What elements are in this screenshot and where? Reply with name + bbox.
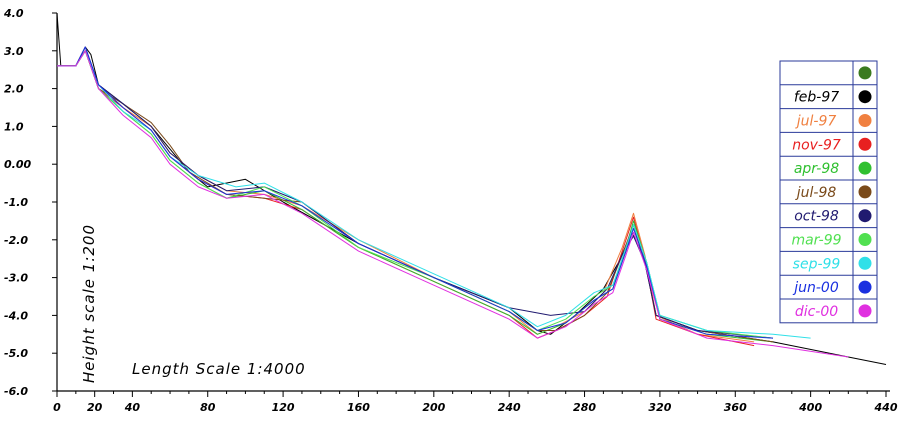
legend: feb-97 jul-97 nov-97 apr-98 jul-98 oct-98 mar-… bbox=[779, 60, 878, 324]
y-tick-label: -2.0 bbox=[4, 234, 28, 247]
y-tick-label: -1.0 bbox=[4, 196, 28, 209]
x-tick-label: 20 bbox=[87, 401, 103, 414]
y-tick-label: -6.0 bbox=[4, 385, 28, 398]
legend-label-jun-00: jun-00 bbox=[792, 280, 839, 296]
x-tick-label: 0 bbox=[53, 401, 61, 414]
x-tick-label: 160 bbox=[347, 401, 370, 414]
x-tick-label: 400 bbox=[798, 401, 822, 414]
series-line-oct-98 bbox=[57, 46, 774, 339]
legend-swatch-nov-97 bbox=[858, 137, 872, 151]
series-line-sep-99 bbox=[57, 50, 811, 339]
series-line-mar-99 bbox=[57, 50, 774, 339]
legend-label-feb-97: feb-97 bbox=[794, 90, 839, 106]
x-tick-label: 200 bbox=[422, 401, 445, 414]
legend-label-apr-98: apr-98 bbox=[794, 161, 839, 177]
legend-swatch-apr-98 bbox=[858, 161, 872, 175]
x-tick-label: 240 bbox=[498, 401, 521, 414]
y-tick-label: -4.0 bbox=[4, 309, 28, 322]
y-tick-label: 0.00 bbox=[4, 158, 31, 171]
x-tick-label: 80 bbox=[200, 401, 216, 414]
y-tick-label: 4.0 bbox=[3, 7, 24, 20]
legend-label-oct-98: oct-98 bbox=[794, 209, 839, 225]
x-axis-label: Length Scale 1:4000 bbox=[132, 360, 306, 378]
x-tick-label: 440 bbox=[874, 401, 898, 414]
legend-label-nov-97: nov-97 bbox=[792, 137, 841, 153]
legend-label-jul-98: jul-98 bbox=[795, 185, 837, 201]
y-tick-label: 2.0 bbox=[4, 83, 24, 96]
y-tick-label: 3.0 bbox=[4, 45, 24, 58]
series-line-dic-00 bbox=[57, 50, 849, 358]
legend-swatch-oct-98 bbox=[858, 209, 872, 223]
series-lines bbox=[56, 12, 887, 365]
series-line-apr-98 bbox=[57, 50, 774, 343]
legend-swatch-jul-97 bbox=[858, 114, 872, 127]
legend-swatch-jun-00 bbox=[858, 280, 872, 294]
legend-swatch-sep-99 bbox=[858, 256, 872, 270]
legend-swatch-feb-97 bbox=[858, 90, 872, 104]
x-tick-label: 360 bbox=[724, 401, 747, 414]
y-axis-label: Height scale 1:200 bbox=[80, 224, 98, 383]
x-tick-label: 120 bbox=[272, 401, 295, 414]
legend-header-swatch bbox=[858, 66, 872, 80]
legend-label-jul-97: jul-97 bbox=[795, 114, 837, 130]
legend-swatch-jul-98 bbox=[858, 185, 872, 199]
series-line-feb-97 bbox=[56, 12, 887, 365]
tick-labels: 4.0 3.0 2.0 1.0 0.00 -1.0 -2.0 -3.0 -4.0 -5.0 -6.0… bbox=[3, 7, 898, 414]
legend-label-sep-99: sep-99 bbox=[793, 256, 841, 272]
x-tick-label: 280 bbox=[573, 401, 596, 414]
series-line-jun-00 bbox=[57, 46, 774, 339]
series-line-nov-97 bbox=[57, 50, 755, 347]
series-line-jul-97 bbox=[57, 50, 755, 343]
x-tick-label: 40 bbox=[124, 401, 141, 414]
legend-label-mar-99: mar-99 bbox=[791, 233, 841, 249]
y-tick-label: -3.0 bbox=[4, 272, 28, 285]
legend-label-dic-00: dic-00 bbox=[795, 304, 838, 320]
legend-swatch-mar-99 bbox=[858, 233, 872, 246]
y-tick-label: -5.0 bbox=[4, 347, 28, 360]
legend-swatch-dic-00 bbox=[858, 304, 872, 318]
y-tick-label: 1.0 bbox=[4, 120, 24, 133]
x-tick-label: 320 bbox=[648, 401, 671, 414]
series-line-jul-98 bbox=[57, 50, 774, 343]
